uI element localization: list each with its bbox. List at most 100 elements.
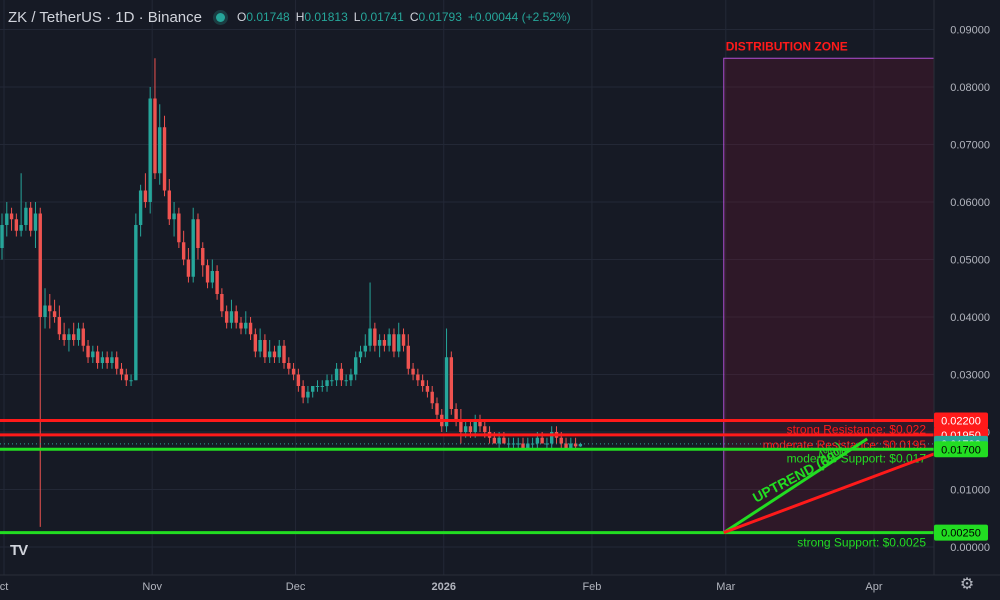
candle-body <box>425 386 430 392</box>
candle-body <box>306 391 310 398</box>
candle <box>430 386 434 409</box>
candle <box>48 294 52 329</box>
candle <box>564 437 568 450</box>
candle-body <box>48 305 52 312</box>
candle <box>9 207 14 231</box>
candle-body <box>181 242 186 260</box>
candle <box>291 363 296 381</box>
candle-body <box>449 357 454 409</box>
candle <box>14 213 19 237</box>
candle-body <box>564 443 568 450</box>
time-tick-label: ct <box>0 581 8 593</box>
candle-body <box>196 219 200 248</box>
candle-body <box>52 311 57 317</box>
candle <box>186 248 191 283</box>
candle-body <box>129 380 133 382</box>
candle <box>253 328 258 358</box>
candle-body <box>153 98 157 174</box>
price-badge <box>934 441 988 458</box>
price-tick-label: 0.07000 <box>950 140 990 152</box>
candle-body <box>401 334 406 346</box>
candle-body <box>397 334 401 352</box>
candle-body <box>86 345 90 358</box>
candle-body <box>349 374 353 381</box>
candle <box>287 357 291 375</box>
candle <box>0 213 4 260</box>
candle-body <box>315 386 320 387</box>
candle <box>100 351 105 369</box>
candle <box>330 374 334 386</box>
tradingview-logo-icon[interactable]: TV <box>10 542 28 559</box>
candle <box>229 299 234 329</box>
candle-body <box>497 437 501 444</box>
candle <box>392 328 396 358</box>
candle-body <box>201 248 205 266</box>
chart-grid <box>0 0 934 575</box>
candle-body <box>463 426 468 432</box>
candle-body <box>272 351 277 358</box>
candle <box>62 322 66 346</box>
candle <box>81 322 85 352</box>
price-badge-label: 0.00250 <box>941 528 981 540</box>
candle <box>301 380 305 404</box>
candle-body <box>100 357 105 363</box>
candle <box>215 265 219 300</box>
gear-icon[interactable]: ⚙ <box>959 576 975 593</box>
candle <box>129 374 133 386</box>
candle <box>220 288 224 317</box>
candle-body <box>119 368 124 375</box>
candle <box>258 328 262 358</box>
candle <box>248 317 253 340</box>
candle <box>368 282 372 352</box>
candle-body <box>248 322 253 335</box>
candle <box>38 207 42 527</box>
candle-body <box>205 265 210 283</box>
level-label: moderate Support: $0.017 <box>787 451 927 465</box>
candle-body <box>325 380 329 386</box>
ohlc-open: O0.01748 <box>236 10 290 24</box>
candle <box>420 374 425 392</box>
price-tick-label: 0.03000 <box>950 370 990 382</box>
candle <box>86 340 90 363</box>
candle <box>478 414 482 432</box>
candle <box>358 345 363 363</box>
candle-body <box>339 368 344 381</box>
candle <box>306 386 310 404</box>
time-tick-label: 2026 <box>432 581 456 593</box>
candle <box>339 363 344 386</box>
candle-body <box>545 443 549 445</box>
time-axis-bg <box>0 575 1000 600</box>
candle <box>124 368 128 386</box>
candle <box>115 351 119 375</box>
price-badge <box>934 524 988 541</box>
candle <box>24 202 28 231</box>
candle-body <box>229 311 234 323</box>
candle-body <box>468 426 473 432</box>
candle-body <box>263 340 267 358</box>
symbol-title[interactable]: ZK / TetherUS · 1D · Binance <box>8 8 202 26</box>
price-tick-label: 0.09000 <box>950 25 990 37</box>
candle-body <box>115 357 119 369</box>
candle-body <box>483 426 487 432</box>
candle <box>311 386 315 398</box>
candle-body <box>210 271 215 283</box>
level-label: strong Resistance: $0.022 <box>787 423 927 437</box>
candle <box>95 345 100 369</box>
candle <box>138 184 143 237</box>
candle-body <box>521 443 525 450</box>
candle-body <box>277 345 281 358</box>
candle-body <box>253 334 258 352</box>
candle-body <box>220 294 224 312</box>
distribution-zone: DISTRIBUTION ZONE <box>723 39 935 534</box>
candle-body <box>134 225 138 381</box>
candle <box>244 311 248 335</box>
candle-body <box>516 443 520 445</box>
candle-body <box>511 443 516 445</box>
candle <box>526 437 530 450</box>
ohlc-close: C0.01793 <box>409 10 462 24</box>
price-badge-label: 0.02200 <box>941 416 981 428</box>
candle <box>550 426 554 450</box>
price-tick-label: 0.08000 <box>950 82 990 94</box>
candle <box>67 328 71 352</box>
